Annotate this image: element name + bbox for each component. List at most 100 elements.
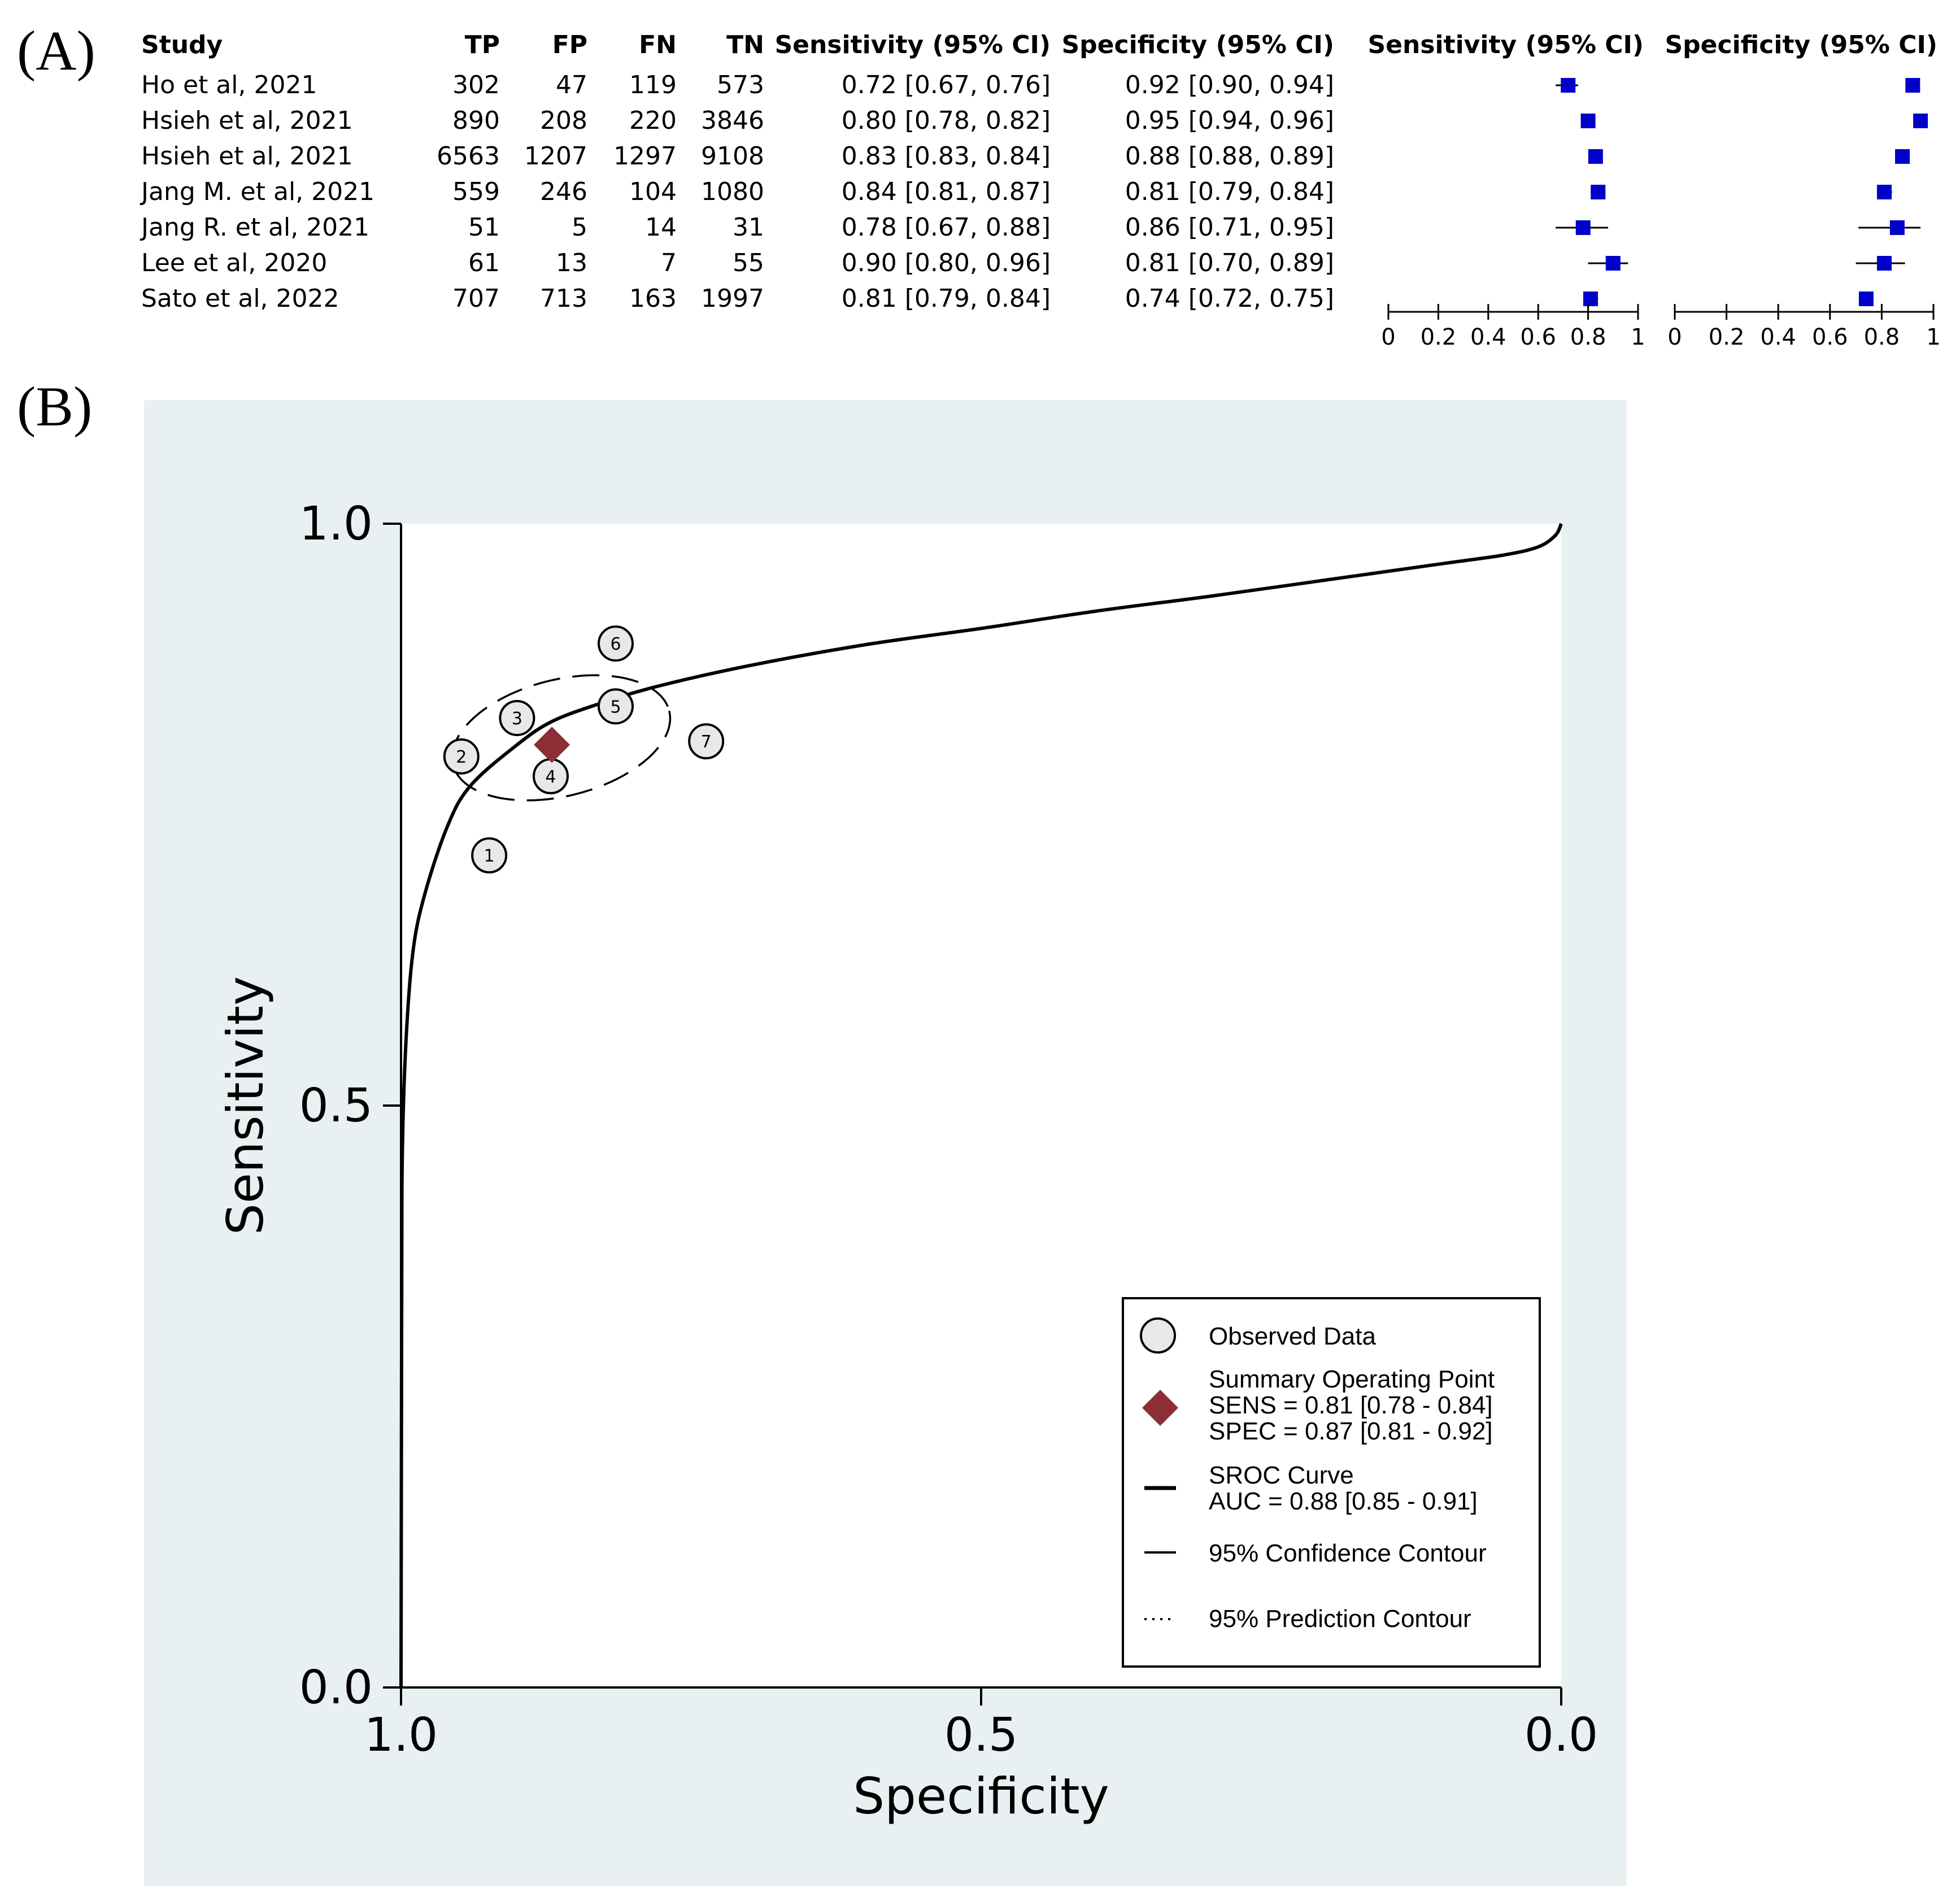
forest-cell-tn-3: 9108 (701, 142, 764, 171)
sroc-curve (399, 523, 1563, 1688)
legend-confidence-label: 95% Confidence Contour (1209, 1539, 1487, 1567)
forest-cell-fn-4: 104 (629, 177, 677, 206)
forest-cell-tn-5: 31 (733, 213, 764, 242)
header-spec-ci: Specificity (95% CI) (1061, 31, 1334, 59)
forest-cell-tp-4: 559 (452, 177, 500, 206)
header-tn: TN (726, 31, 764, 59)
study-point-7 (688, 723, 725, 760)
forest-spec-marker-2 (1913, 114, 1928, 128)
x-tick-label: 0.5 (944, 1708, 1018, 1762)
forest-cell-fn-2: 220 (629, 106, 677, 135)
forest-cell-sens-6: 0.90 [0.80, 0.96] (842, 249, 1051, 277)
study-point-label-1: 1 (484, 846, 495, 866)
forest-cell-study-2: Hsieh et al, 2021 (141, 106, 353, 135)
forest-cell-tp-2: 890 (452, 106, 500, 135)
study-point-2 (443, 738, 480, 775)
legend-observed-icon (1140, 1317, 1176, 1354)
forest-sens-tick-label: 0.2 (1421, 324, 1457, 350)
forest-cell-study-7: Sato et al, 2022 (141, 284, 339, 313)
header-tp: TP (465, 31, 500, 59)
forest-sens-marker-1 (1561, 78, 1576, 93)
forest-spec-marker-3 (1895, 149, 1910, 164)
forest-spec-tick-label: 0 (1667, 324, 1682, 350)
plot-region-background (144, 400, 1627, 1886)
y-tick-label: 0.0 (299, 1661, 373, 1715)
forest-cell-spec-6: 0.81 [0.70, 0.89] (1125, 249, 1334, 277)
plot-area (401, 524, 1561, 1687)
legend-sens-text: SENS = 0.81 [0.78 - 0.84] (1209, 1391, 1493, 1419)
forest-plot: Study TP FP FN TN Sensitivity (95% CI) S… (140, 31, 1941, 350)
forest-cell-tn-4: 1080 (701, 177, 764, 206)
forest-cell-sens-5: 0.78 [0.67, 0.88] (842, 213, 1051, 242)
study-point-label-4: 4 (545, 767, 556, 787)
header-fn: FN (639, 31, 677, 59)
forest-sens-tick-label: 0.8 (1570, 324, 1606, 350)
forest-cell-tp-6: 61 (468, 249, 500, 277)
study-point-label-5: 5 (610, 697, 621, 717)
forest-cell-fp-5: 5 (572, 213, 587, 242)
forest-cell-tp-1: 302 (452, 71, 500, 99)
legend-sroc-title: SROC Curve (1209, 1461, 1354, 1489)
forest-cell-sens-7: 0.81 [0.79, 0.84] (842, 284, 1051, 313)
forest-sens-marker-2 (1580, 114, 1596, 128)
legend-auc-text: AUC = 0.88 [0.85 - 0.91] (1209, 1487, 1478, 1515)
forest-sens-marker-4 (1591, 185, 1606, 199)
legend-spec-text: SPEC = 0.87 [0.81 - 0.92] (1209, 1417, 1493, 1445)
forest-cell-fp-3: 1207 (524, 142, 587, 171)
forest-sens-tick-label: 0.6 (1520, 324, 1556, 350)
panel-label-b: (B) (17, 375, 93, 438)
forest-sens-marker-5 (1575, 220, 1591, 235)
forest-sens-marker-3 (1588, 149, 1603, 164)
forest-cell-sens-2: 0.80 [0.78, 0.82] (842, 106, 1051, 135)
forest-cell-tn-7: 1997 (701, 284, 764, 313)
study-point-label-3: 3 (512, 709, 522, 729)
forest-cell-tn-1: 573 (717, 71, 764, 99)
forest-cell-tp-5: 51 (468, 213, 500, 242)
forest-cell-spec-2: 0.95 [0.94, 0.96] (1125, 106, 1334, 135)
forest-cell-tn-6: 55 (733, 249, 764, 277)
forest-spec-tick-label: 0.4 (1760, 324, 1796, 350)
forest-cell-spec-7: 0.74 [0.72, 0.75] (1125, 284, 1334, 313)
study-point-6 (597, 625, 634, 662)
forest-spec-marker-4 (1876, 185, 1892, 199)
forest-cell-fn-7: 163 (629, 284, 677, 313)
forest-cell-spec-1: 0.92 [0.90, 0.94] (1125, 71, 1334, 99)
forest-sens-marker-7 (1583, 292, 1599, 306)
legend-prediction-label: 95% Prediction Contour (1209, 1605, 1471, 1633)
forest-cell-study-1: Ho et al, 2021 (141, 71, 317, 99)
study-point-1 (471, 837, 508, 874)
forest-cell-sens-3: 0.83 [0.83, 0.84] (842, 142, 1051, 171)
forest-cell-study-3: Hsieh et al, 2021 (141, 142, 353, 171)
forest-sens-tick-label: 0.4 (1470, 324, 1506, 350)
forest-cell-study-5: Jang R. et al, 2021 (140, 213, 369, 242)
study-point-label-7: 7 (701, 732, 712, 752)
forest-spec-tick-label: 0.8 (1864, 324, 1900, 350)
forest-cell-spec-5: 0.86 [0.71, 0.95] (1125, 213, 1334, 242)
legend-observed-label: Observed Data (1209, 1323, 1376, 1350)
forest-spec-marker-1 (1905, 78, 1920, 93)
forest-spec-tick-label: 1 (1926, 324, 1940, 350)
forest-cell-sens-1: 0.72 [0.67, 0.76] (842, 71, 1051, 99)
study-point-label-2: 2 (456, 747, 467, 767)
panel-label-a: (A) (17, 19, 95, 82)
study-point-5 (597, 688, 634, 725)
forest-spec-marker-6 (1876, 256, 1892, 271)
forest-spec-tick-label: 0.2 (1709, 324, 1745, 350)
legend-summary-icon (1142, 1390, 1178, 1426)
summary-operating-point (534, 727, 570, 763)
forest-cell-fn-3: 1297 (613, 142, 677, 171)
forest-cell-fn-5: 14 (645, 213, 677, 242)
y-tick-label: 1.0 (299, 497, 373, 551)
x-axis-title: Specificity (853, 1767, 1109, 1825)
x-tick-label: 1.0 (364, 1708, 438, 1762)
forest-sens-tick-label: 1 (1631, 324, 1645, 350)
forest-spec-marker-7 (1858, 292, 1874, 306)
y-axis-title: Sensitivity (216, 976, 275, 1235)
legend-summary-title: Summary Operating Point (1209, 1365, 1495, 1393)
forest-cell-tp-7: 707 (452, 284, 500, 313)
forest-cell-fp-7: 713 (540, 284, 587, 313)
forest-spec-tick-label: 0.6 (1812, 324, 1848, 350)
forest-cell-study-4: Jang M. et al, 2021 (140, 177, 374, 206)
forest-cell-tn-2: 3846 (701, 106, 764, 135)
